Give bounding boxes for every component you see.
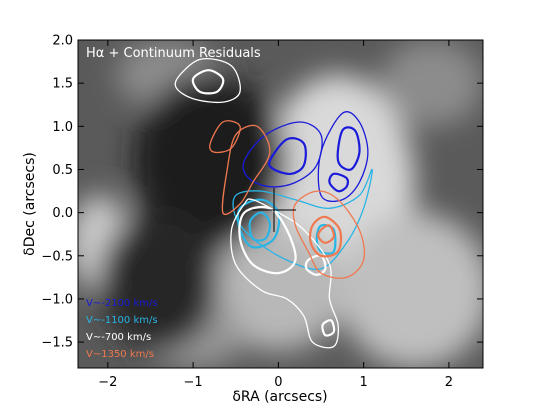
legend-entry: V∼1350 km/s [86,349,154,360]
x-tick-label: −1 [184,375,203,390]
image-regions [78,40,483,368]
x-tick-label: 2 [445,375,453,390]
y-tick-label: 1.0 [52,120,73,135]
contour-layer [174,58,373,349]
y-tick-label: 0.0 [52,206,73,221]
contour-line [221,124,271,216]
center-crosshair [252,188,296,232]
legend-entry: V∼-1100 km/s [86,315,158,326]
contour-line [267,137,307,176]
contour-line [317,224,336,244]
y-tick-label: −0.5 [41,249,73,264]
contour-line [209,120,241,154]
contour-line [174,58,241,104]
x-tick-label: 1 [359,375,367,390]
legend-entry: V∼-700 km/s [86,332,151,343]
legend-entry: V∼-2100 km/s [86,298,158,309]
y-axis-ticks: −1.5 −1.0 −0.5 0.0 0.5 1.0 1.5 2.0 [41,34,483,351]
contour-series [209,120,366,279]
x-tick-label: −2 [98,375,117,390]
y-tick-label: 1.5 [52,77,73,92]
x-axis-ticks: −2 −1 0 1 2 [98,40,453,390]
contour-series [174,58,339,349]
image-region [99,212,219,351]
contour-line [321,319,336,337]
contour-line [308,215,343,258]
contour-line [238,205,297,275]
contour-line [336,126,361,171]
y-tick-label: 2.0 [52,34,73,49]
plot-frame [77,39,484,369]
contour-line [328,172,350,193]
contour-line [317,111,369,202]
y-axis-label: δDec (arcsecs) [22,152,38,256]
image-region [380,40,483,127]
contour-line [315,223,337,255]
panel-title: Hα + Continuum Residuals [86,46,261,61]
y-tick-label: −1.0 [41,292,73,307]
contour-line [191,69,225,95]
contour-line [292,190,366,279]
y-tick-label: −1.5 [41,336,73,351]
contour-line [248,211,272,242]
x-axis-label: δRA (arcsecs) [232,389,327,405]
x-tick-label: 0 [274,375,282,390]
contour-line [230,198,339,349]
y-tick-label: 0.5 [52,163,73,178]
image-region [133,74,287,248]
legend: V∼-2100 km/s V∼-1100 km/s V∼-700 km/s V∼135… [86,298,158,360]
plot-area [77,39,484,369]
image-region [338,212,483,368]
